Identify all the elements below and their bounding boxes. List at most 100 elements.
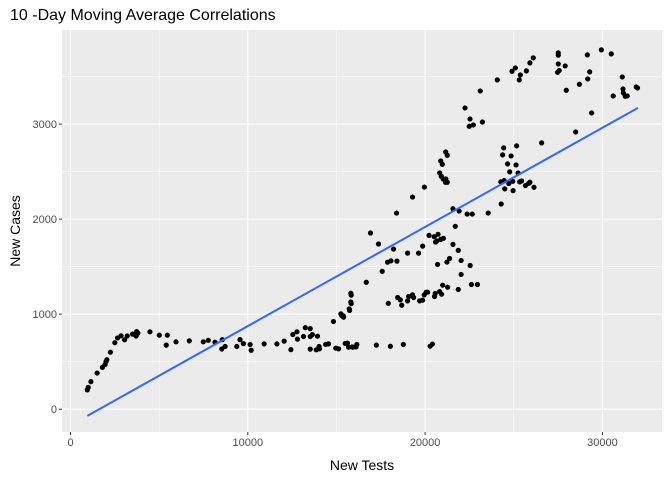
data-point	[323, 341, 329, 348]
data-point	[373, 342, 379, 348]
data-point	[469, 211, 475, 217]
data-point	[186, 338, 192, 344]
data-point	[517, 72, 523, 78]
data-point	[479, 119, 485, 125]
data-point	[367, 230, 374, 236]
data-point	[510, 188, 516, 194]
data-point	[163, 342, 169, 348]
data-point	[563, 87, 569, 93]
data-point	[429, 341, 435, 347]
data-point	[512, 65, 518, 71]
data-point	[104, 357, 110, 363]
data-point	[455, 247, 461, 253]
data-point	[385, 300, 391, 306]
data-point	[274, 341, 280, 347]
data-point	[173, 339, 179, 345]
data-point	[333, 345, 339, 351]
y-tick-label: 3000	[33, 119, 57, 131]
data-point	[562, 63, 568, 69]
data-point	[439, 161, 445, 167]
x-tick-label: 20000	[410, 437, 441, 449]
data-point	[458, 257, 464, 264]
data-point	[302, 325, 308, 331]
data-point	[240, 341, 246, 347]
data-point	[440, 235, 446, 241]
data-point	[85, 384, 91, 390]
data-point	[379, 268, 385, 274]
data-point	[504, 161, 511, 167]
data-point	[444, 259, 450, 265]
plot-panel	[62, 30, 662, 432]
data-point	[523, 68, 529, 74]
data-point	[147, 329, 153, 335]
data-point	[445, 284, 451, 290]
data-point	[555, 52, 561, 58]
data-point	[585, 76, 591, 82]
data-point	[573, 129, 579, 135]
data-point	[466, 123, 472, 129]
data-point	[316, 343, 322, 350]
data-point	[501, 145, 507, 151]
data-point	[434, 238, 440, 244]
data-point	[200, 339, 206, 345]
data-point	[539, 140, 545, 146]
data-point	[387, 343, 393, 349]
data-point	[388, 258, 394, 264]
data-point	[467, 262, 473, 269]
x-tick-label: 10000	[233, 437, 264, 449]
data-point	[390, 246, 397, 252]
data-point	[410, 294, 417, 301]
data-point	[502, 186, 508, 192]
data-point	[584, 52, 590, 58]
chart-title: 10 -Day Moving Average Correlations	[10, 7, 276, 24]
data-point	[474, 281, 481, 288]
y-tick-label: 0	[51, 404, 57, 416]
y-tick-label: 2000	[33, 214, 57, 226]
x-tick-label: 30000	[587, 437, 618, 449]
data-point	[309, 331, 315, 338]
data-point	[514, 143, 520, 149]
data-point	[458, 271, 464, 278]
data-point	[485, 210, 491, 216]
data-point	[330, 318, 337, 325]
data-point	[421, 184, 428, 190]
data-point	[307, 346, 313, 352]
data-point	[363, 279, 369, 285]
data-point	[248, 347, 254, 353]
data-point	[506, 180, 512, 187]
data-point	[438, 173, 444, 179]
data-point	[261, 341, 267, 347]
data-point	[620, 86, 626, 92]
data-point	[468, 281, 474, 288]
y-tick-label: 1000	[33, 309, 57, 321]
data-point	[314, 333, 321, 339]
data-point	[107, 349, 114, 355]
data-point	[426, 232, 432, 238]
data-point	[555, 61, 561, 67]
data-point	[522, 182, 529, 189]
data-point	[415, 250, 422, 256]
data-point	[587, 69, 593, 75]
trend-line	[86, 107, 639, 417]
data-point	[425, 289, 431, 295]
data-point	[610, 93, 616, 99]
data-point	[507, 169, 513, 175]
data-point	[348, 299, 354, 305]
data-point	[281, 338, 287, 344]
data-point	[350, 344, 356, 350]
data-point	[530, 55, 536, 61]
data-point	[440, 282, 446, 288]
data-point	[290, 331, 296, 338]
data-point	[342, 340, 348, 347]
data-point	[156, 332, 162, 338]
data-point	[494, 77, 500, 83]
data-point	[399, 302, 405, 308]
data-point	[400, 341, 406, 348]
data-point	[222, 343, 228, 350]
data-point	[354, 341, 360, 348]
data-point	[432, 290, 438, 297]
data-point	[634, 85, 641, 91]
data-point	[247, 341, 253, 348]
data-point	[509, 68, 515, 74]
data-point	[205, 337, 211, 343]
